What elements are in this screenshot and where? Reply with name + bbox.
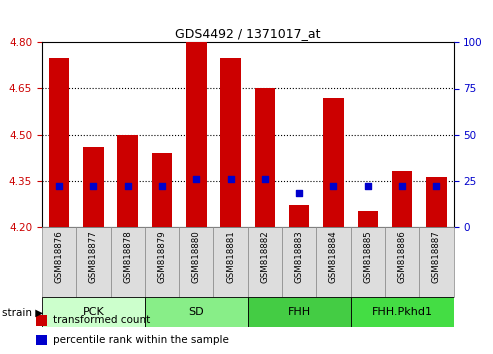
Point	[364, 183, 372, 189]
Point	[158, 183, 166, 189]
FancyBboxPatch shape	[282, 227, 317, 297]
Point	[432, 183, 440, 189]
Bar	[392, 171, 412, 227]
Text: GSM818876: GSM818876	[55, 230, 64, 283]
FancyBboxPatch shape	[317, 227, 351, 297]
Point	[261, 176, 269, 182]
Point	[124, 183, 132, 189]
Point	[55, 183, 63, 189]
Text: GSM818883: GSM818883	[295, 230, 304, 283]
Text: GSM818879: GSM818879	[157, 230, 167, 283]
Bar	[357, 211, 378, 227]
Text: GSM818880: GSM818880	[192, 230, 201, 283]
Bar	[49, 58, 70, 227]
FancyBboxPatch shape	[110, 227, 145, 297]
Text: GSM818882: GSM818882	[260, 230, 269, 283]
FancyBboxPatch shape	[213, 227, 247, 297]
Point	[329, 183, 337, 189]
Bar	[152, 153, 172, 227]
Point	[192, 176, 200, 182]
Text: GSM818887: GSM818887	[432, 230, 441, 283]
FancyBboxPatch shape	[76, 227, 110, 297]
Text: GSM818885: GSM818885	[363, 230, 372, 283]
Bar	[323, 98, 344, 227]
Text: GSM818881: GSM818881	[226, 230, 235, 283]
FancyBboxPatch shape	[247, 227, 282, 297]
Text: PCK: PCK	[82, 307, 104, 318]
Bar	[117, 135, 138, 227]
Bar	[289, 205, 310, 227]
FancyBboxPatch shape	[247, 297, 351, 327]
FancyBboxPatch shape	[419, 227, 454, 297]
FancyBboxPatch shape	[42, 297, 145, 327]
Text: GSM818878: GSM818878	[123, 230, 132, 283]
FancyBboxPatch shape	[351, 227, 385, 297]
Bar	[220, 58, 241, 227]
Bar	[426, 177, 447, 227]
Text: GSM818877: GSM818877	[89, 230, 98, 283]
Text: percentile rank within the sample: percentile rank within the sample	[53, 335, 229, 345]
Point	[398, 183, 406, 189]
Bar	[186, 42, 207, 227]
Text: FHH: FHH	[287, 307, 311, 318]
Text: transformed count: transformed count	[53, 315, 150, 325]
Text: GSM818886: GSM818886	[397, 230, 407, 283]
Bar	[36, 335, 47, 345]
Text: SD: SD	[188, 307, 204, 318]
FancyBboxPatch shape	[145, 227, 179, 297]
Text: FHH.Pkhd1: FHH.Pkhd1	[372, 307, 432, 318]
Bar	[83, 147, 104, 227]
FancyBboxPatch shape	[145, 297, 247, 327]
Point	[89, 183, 97, 189]
Text: GSM818884: GSM818884	[329, 230, 338, 283]
FancyBboxPatch shape	[42, 227, 76, 297]
Bar	[36, 315, 47, 326]
Text: strain ▶: strain ▶	[2, 307, 44, 318]
Point	[295, 190, 303, 196]
FancyBboxPatch shape	[179, 227, 213, 297]
FancyBboxPatch shape	[351, 297, 454, 327]
Title: GDS4492 / 1371017_at: GDS4492 / 1371017_at	[175, 27, 320, 40]
Bar	[254, 88, 275, 227]
Point	[227, 176, 235, 182]
FancyBboxPatch shape	[385, 227, 419, 297]
